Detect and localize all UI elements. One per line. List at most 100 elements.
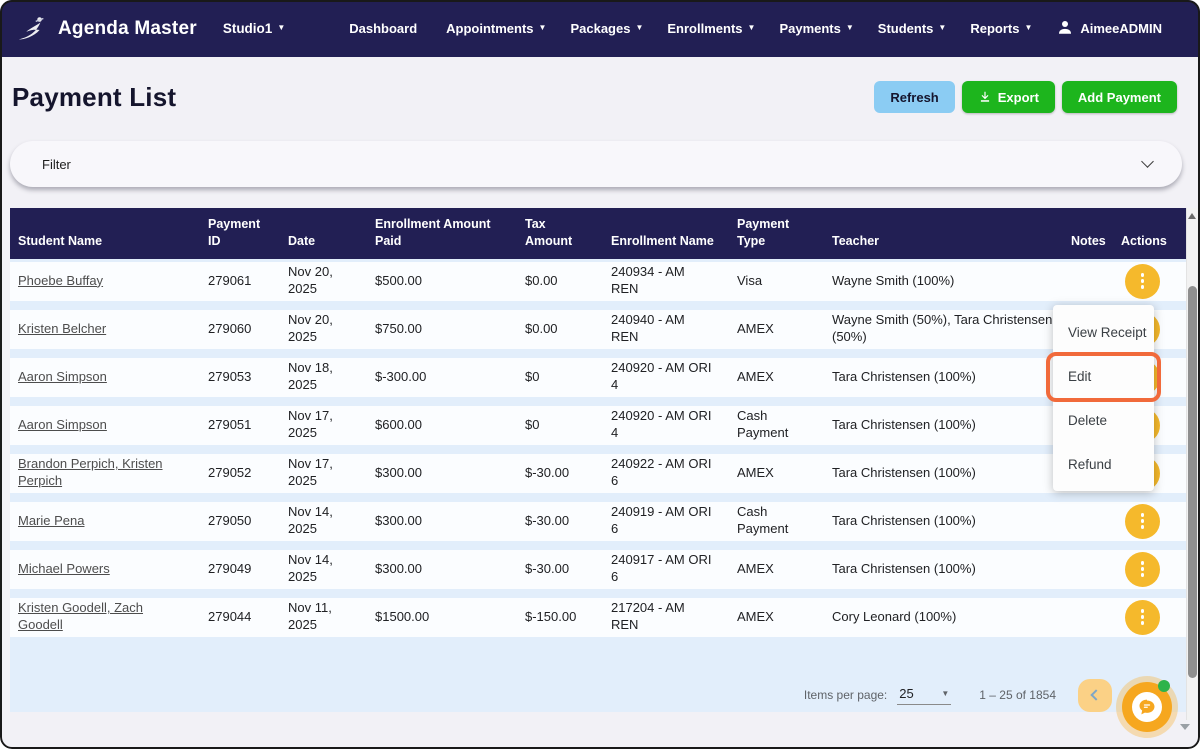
- notes-cell: [1063, 545, 1113, 598]
- table-row: Aaron Simpson 279051 Nov 17, 2025 $600.0…: [10, 401, 1186, 454]
- nav-menu-item[interactable]: Reports ▼: [970, 21, 1033, 36]
- payment-table-container: Student Name Payment ID Date Enrollment …: [10, 208, 1186, 712]
- student-name-link[interactable]: Kristen Goodell, Zach Goodell: [18, 600, 144, 632]
- amount-paid-cell: $500.00: [367, 258, 517, 310]
- column-header: Payment Type: [729, 208, 824, 260]
- row-actions-button[interactable]: [1125, 503, 1160, 539]
- scrollbar-down-icon[interactable]: [1180, 724, 1190, 730]
- chevron-down-icon: [1141, 155, 1154, 168]
- payment-id-cell: 279051: [200, 401, 280, 454]
- add-payment-button[interactable]: Add Payment: [1061, 81, 1177, 113]
- notes-cell: [1063, 593, 1113, 646]
- chevron-down-icon: ▼: [635, 22, 644, 32]
- column-header: Enrollment Amount Paid: [367, 208, 517, 260]
- row-actions-button[interactable]: [1125, 551, 1160, 587]
- filter-accordion[interactable]: Filter: [10, 141, 1182, 187]
- page-range-label: 1 – 25 of 1854: [979, 688, 1056, 702]
- table-row: Marie Pena 279050 Nov 14, 2025 $300.00 $…: [10, 497, 1186, 550]
- chevron-down-icon: ▼: [845, 22, 854, 32]
- refresh-button[interactable]: Refresh: [874, 81, 955, 113]
- main-nav: Dashboard Appointments ▼ Packages ▼ Enro…: [349, 21, 1032, 36]
- vertical-ellipsis-icon: [1140, 609, 1145, 613]
- row-actions-menu: View Receipt Edit Delete Refund: [1046, 305, 1161, 491]
- student-name-link[interactable]: Brandon Perpich, Kristen Perpich: [18, 456, 163, 488]
- user-menu[interactable]: AimeeADMIN: [1056, 18, 1162, 39]
- table-row: Aaron Simpson 279053 Nov 18, 2025 $-300.…: [10, 353, 1186, 406]
- amount-paid-cell: $600.00: [367, 401, 517, 454]
- notes-cell: [1063, 258, 1113, 310]
- enrollment-name-cell: 240920 - AM ORI 4: [603, 401, 729, 454]
- export-button[interactable]: Export: [961, 81, 1055, 113]
- page-header: Payment List Refresh Export Add Payment: [0, 57, 1200, 137]
- table-row: Brandon Perpich, Kristen Perpich 279052 …: [10, 449, 1186, 502]
- amount-paid-cell: $300.00: [367, 449, 517, 502]
- top-navbar: Agenda Master Studio1 ▼ Dashboard Appoin…: [0, 0, 1200, 57]
- items-per-page-select[interactable]: 25 ▼: [897, 686, 952, 705]
- teacher-cell: Wayne Smith (100%): [824, 258, 1063, 310]
- student-name-link[interactable]: Aaron Simpson: [18, 416, 107, 432]
- previous-page-button[interactable]: [1078, 678, 1112, 712]
- nav-menu-item[interactable]: Packages ▼: [570, 21, 644, 36]
- studio-selector[interactable]: Studio1 ▼: [222, 21, 286, 36]
- payment-id-cell: 279061: [200, 258, 280, 310]
- menu-item-refund[interactable]: Refund: [1068, 456, 1112, 472]
- student-name-link[interactable]: Phoebe Buffay: [18, 272, 104, 288]
- paginator: Items per page: 25 ▼ 1 – 25 of 1854: [10, 678, 1186, 712]
- payment-table: Student Name Payment ID Date Enrollment …: [10, 208, 1186, 646]
- date-cell: Nov 14, 2025: [280, 545, 367, 598]
- column-header: Teacher: [824, 208, 1063, 260]
- vertical-ellipsis-icon: [1140, 513, 1145, 517]
- menu-item-edit[interactable]: Edit: [1068, 368, 1092, 384]
- chevron-down-icon: ▼: [941, 688, 950, 698]
- date-cell: Nov 11, 2025: [280, 593, 367, 646]
- nav-menu-item[interactable]: Students ▼: [877, 21, 947, 36]
- menu-item-view-receipt[interactable]: View Receipt: [1068, 324, 1147, 340]
- date-cell: Nov 18, 2025: [280, 353, 367, 406]
- items-per-page-label: Items per page:: [803, 688, 888, 702]
- payment-type-cell: AMEX: [729, 449, 824, 502]
- menu-item-delete[interactable]: Delete: [1068, 412, 1108, 428]
- teacher-cell: Tara Christensen (100%): [824, 401, 1063, 454]
- tax-amount-cell: $-30.00: [517, 545, 603, 598]
- amount-paid-cell: $300.00: [367, 545, 517, 598]
- enrollment-name-cell: 240934 - AM REN: [603, 258, 729, 310]
- column-header: Notes: [1063, 208, 1113, 260]
- teacher-cell: Tara Christensen (100%): [824, 497, 1063, 550]
- download-icon: [978, 90, 992, 104]
- nav-menu-item[interactable]: Appointments ▼: [446, 21, 547, 36]
- vertical-ellipsis-icon: [1140, 561, 1145, 565]
- chevron-down-icon: ▼: [747, 22, 756, 32]
- tax-amount-cell: $0: [517, 401, 603, 454]
- payment-id-cell: 279044: [200, 593, 280, 646]
- chevron-down-icon: ▼: [538, 22, 547, 32]
- row-actions-button[interactable]: [1125, 263, 1160, 299]
- nav-menu-item[interactable]: Payments ▼: [779, 21, 854, 36]
- table-row: Michael Powers 279049 Nov 14, 2025 $300.…: [10, 545, 1186, 598]
- teacher-cell: Tara Christensen (100%): [824, 353, 1063, 406]
- brand-name: Agenda Master: [58, 17, 197, 39]
- chevron-down-icon: ▼: [1024, 22, 1033, 32]
- student-name-link[interactable]: Michael Powers: [18, 560, 110, 576]
- nav-menu-item[interactable]: Dashboard: [349, 21, 418, 36]
- enrollment-name-cell: 217204 - AM REN: [603, 593, 729, 646]
- table-row: Phoebe Buffay 279061 Nov 20, 2025 $500.0…: [10, 258, 1186, 310]
- tax-amount-cell: $0.00: [517, 305, 603, 358]
- enrollment-name-cell: 240917 - AM ORI 6: [603, 545, 729, 598]
- chevron-left-icon: [1090, 688, 1102, 701]
- scrollbar-up-icon[interactable]: [1188, 213, 1196, 219]
- row-actions-button[interactable]: [1125, 599, 1160, 635]
- nav-menu-item[interactable]: Enrollments ▼: [667, 21, 756, 36]
- enrollment-name-cell: 240920 - AM ORI 4: [603, 353, 729, 406]
- scrollbar-thumb[interactable]: [1188, 286, 1197, 678]
- payment-id-cell: 279050: [200, 497, 280, 550]
- student-name-link[interactable]: Kristen Belcher: [18, 320, 107, 336]
- amount-paid-cell: $1500.00: [367, 593, 517, 646]
- column-header: Actions: [1113, 208, 1186, 260]
- date-cell: Nov 14, 2025: [280, 497, 367, 550]
- column-header: Date: [280, 208, 367, 260]
- student-name-link[interactable]: Marie Pena: [18, 512, 85, 528]
- filter-label: Filter: [42, 156, 71, 172]
- student-name-link[interactable]: Aaron Simpson: [18, 368, 107, 384]
- chevron-down-icon: ▼: [938, 22, 947, 32]
- notes-cell: [1063, 497, 1113, 550]
